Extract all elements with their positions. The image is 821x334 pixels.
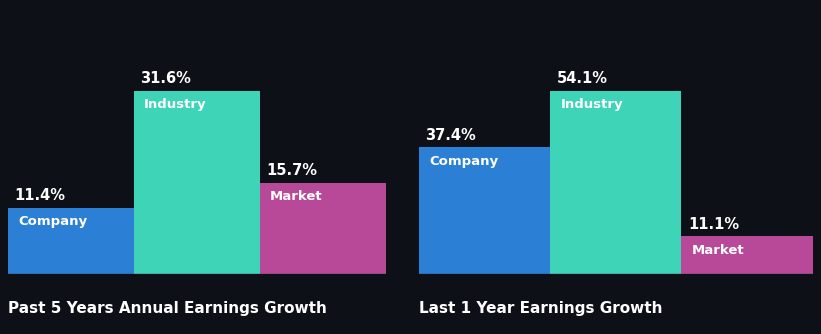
Text: 15.7%: 15.7% xyxy=(266,163,317,178)
Bar xyxy=(419,147,550,274)
Bar xyxy=(134,91,260,274)
Text: Company: Company xyxy=(429,155,498,168)
Bar xyxy=(681,236,813,274)
Text: Last 1 Year Earnings Growth: Last 1 Year Earnings Growth xyxy=(419,301,663,316)
Text: Company: Company xyxy=(18,215,87,228)
Bar xyxy=(8,208,134,274)
Text: Past 5 Years Annual Earnings Growth: Past 5 Years Annual Earnings Growth xyxy=(8,301,327,316)
Bar xyxy=(260,183,386,274)
Bar xyxy=(550,91,681,274)
Text: 11.1%: 11.1% xyxy=(688,217,739,232)
Text: 37.4%: 37.4% xyxy=(425,128,476,143)
Text: 54.1%: 54.1% xyxy=(557,71,608,86)
Text: Industry: Industry xyxy=(144,98,207,111)
Text: 31.6%: 31.6% xyxy=(140,71,191,86)
Text: Market: Market xyxy=(692,243,745,257)
Text: 11.4%: 11.4% xyxy=(15,188,66,203)
Text: Industry: Industry xyxy=(561,98,623,111)
Text: Market: Market xyxy=(270,190,323,203)
